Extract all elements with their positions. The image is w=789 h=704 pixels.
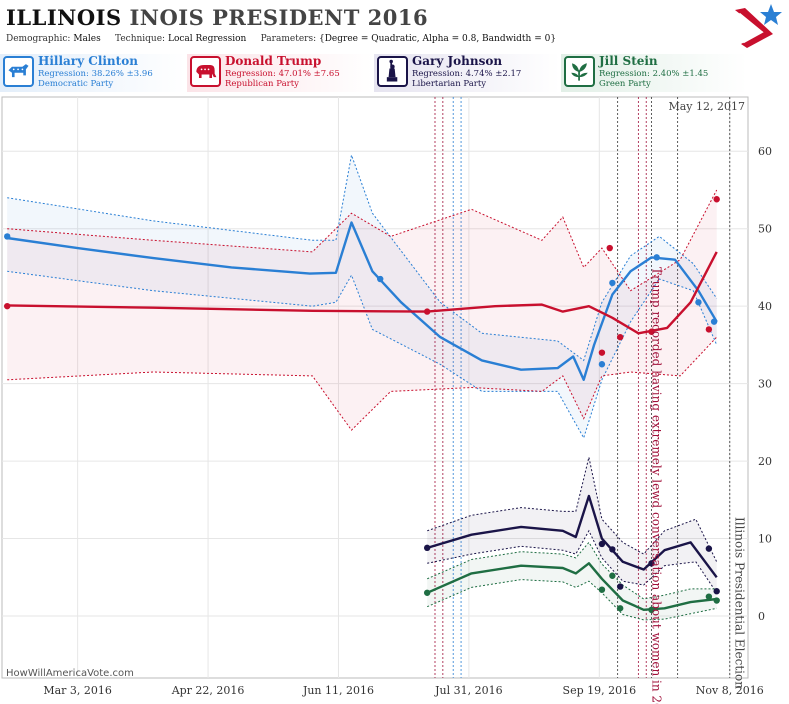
candidate-regression: Regression: 2.40% ±1.45 [599,69,709,79]
confidence-band [427,542,717,620]
upper-bound-line [7,189,718,292]
poll-point [705,593,713,600]
poll-point [713,597,720,604]
y-tick-label: 60 [758,145,772,158]
poll-point [598,540,606,548]
regression-line [426,494,718,579]
candidate-legend: Hillary Clinton Regression: 38.26% ±3.96… [0,54,789,94]
lower-bound-line [427,579,717,621]
watermark: HowWillAmericaVote.com [6,668,134,679]
candidate-party: Democratic Party [38,79,114,89]
poll-point [423,589,431,596]
poll-point [648,606,655,614]
parameters-label: Parameters: [260,34,317,44]
poll-point [598,586,606,593]
demographic-label: Demographic: [6,34,71,44]
x-tick-label: Apr 22, 2016 [171,684,245,697]
date-stamp: May 12, 2017 [668,100,745,113]
candidate-name: Hillary Clinton [38,54,138,68]
candidate-name: Gary Johnson [412,54,503,68]
candidate-party: Libertarian Party [412,79,487,89]
poll-point [609,546,616,553]
x-tick-label: Mar 3, 2016 [43,684,112,697]
upper-bound-line [7,153,718,362]
poll-point [616,605,624,612]
poll-point [4,302,11,310]
poll-point [695,299,702,306]
poll-point [648,560,655,567]
candidate-card-stein[interactable]: Jill Stein Regression: 2.40% ±1.45 Green… [561,54,747,92]
title-rest: INOIS PRESIDENT 2016 [129,5,429,30]
candidate-card-trump[interactable]: Donald Trump Regression: 47.01% ±7.65 Re… [187,54,373,92]
upper-bound-line [427,457,718,563]
demographic-value: Males [73,34,101,44]
poll-point [616,333,624,341]
poll-chart: Mar 3, 2016 Apr 22, 2016 Jun 11, 2016 Jul 3… [1,96,772,704]
event-annotation: Illinois Presidential Election [733,517,747,689]
poll-point [713,588,720,595]
lower-bound-line [7,336,718,431]
poll-point [606,244,613,252]
x-tick-label: Sep 19, 2016 [563,684,637,697]
candidate-name: Jill Stein [599,54,658,68]
poll-point [705,545,713,552]
site-logo-icon [735,4,782,48]
candidate-regression: Regression: 47.01% ±7.65 [225,69,340,79]
poll-point [423,308,431,315]
event-annotation: Trump recorded having extremely lewd con… [649,267,663,704]
candidate-card-clinton[interactable]: Hillary Clinton Regression: 38.26% ±3.96… [0,54,186,92]
confidence-band [7,155,717,438]
liberty-statue-icon [377,56,408,87]
poll-point [616,583,624,590]
parameters-value: {Degree = Quadratic, Alpha = 0.8, Bandwi… [318,34,557,44]
poll-point [609,279,616,287]
y-tick-label: 10 [758,533,772,546]
confidence-band [427,457,717,593]
elephant-icon [190,56,221,87]
poll-point [648,328,655,335]
poll-point [598,349,606,356]
poll-point [423,544,431,552]
candidate-regression: Regression: 38.26% ±3.96 [38,69,153,79]
y-tick-label: 30 [758,378,772,391]
lower-bound-line [427,529,718,594]
candidate-party: Green Party [599,79,651,89]
y-tick-label: 40 [758,300,772,313]
y-tick-label: 0 [758,610,765,623]
title-state: ILLINOIS [6,5,122,30]
poll-point [713,196,720,203]
parameters-bar: Demographic: Males Technique: Local Regr… [6,34,556,44]
candidate-regression: Regression: 4.74% ±2.17 [412,69,522,79]
poll-point [377,275,384,283]
poll-point [705,326,713,333]
plot-area [1,96,749,679]
x-tick-label: Nov 8, 2016 [696,684,764,697]
candidate-name: Donald Trump [225,54,322,68]
technique-label: Technique: [115,34,166,44]
x-tick-label: Jul 31, 2016 [434,684,503,697]
donkey-icon [3,56,34,87]
regression-line [426,562,717,611]
regression-line [7,251,718,335]
y-tick-label: 20 [758,455,772,468]
poll-point [710,318,718,325]
y-tick-label: 50 [758,223,772,236]
candidate-party: Republican Party [225,79,299,89]
poll-point [653,254,660,261]
leaf-icon [564,56,595,87]
regression-line [7,221,718,381]
poll-point [609,572,616,579]
technique-value: Local Regression [167,34,247,44]
poll-point [4,233,11,240]
candidate-card-johnson[interactable]: Gary Johnson Regression: 4.74% ±2.17 Lib… [374,54,560,92]
page-title: ILLINOIS INOIS PRESIDENT 2016 [6,5,428,30]
poll-point [598,361,606,368]
x-tick-label: Jun 11, 2016 [302,684,374,697]
